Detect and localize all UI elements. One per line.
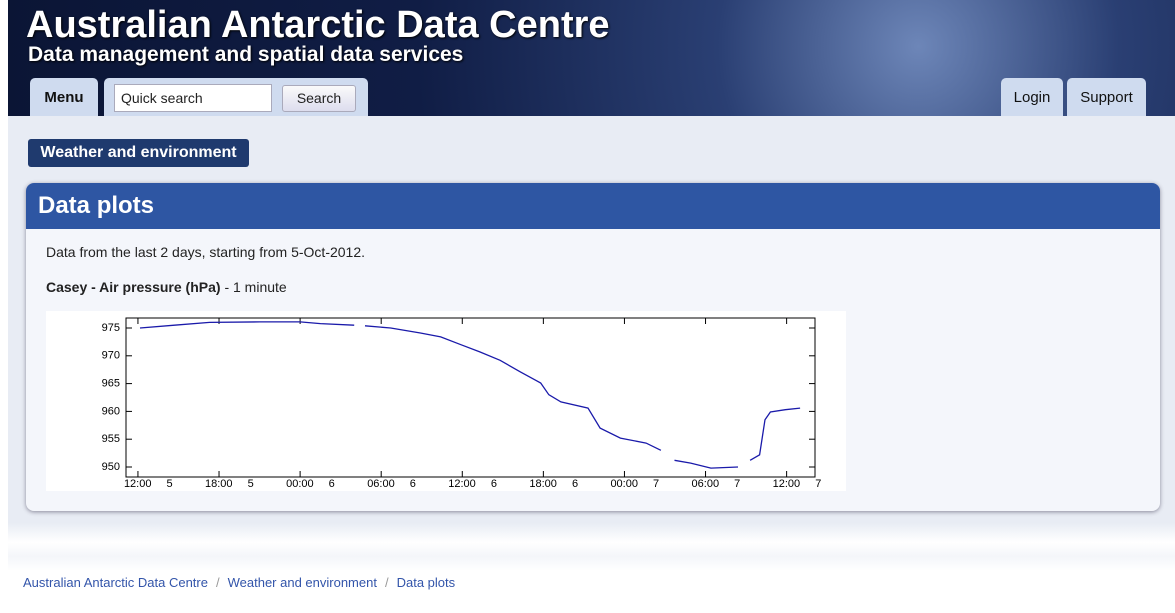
panel-title: Data plots — [26, 183, 1160, 229]
intro-text: Data from the last 2 days, starting from… — [46, 244, 366, 260]
chart-title: Casey - Air pressure (hPa) — [46, 279, 221, 295]
section-button[interactable]: Weather and environment — [28, 139, 249, 167]
chart-caption: Casey - Air pressure (hPa) - 1 minute — [46, 279, 287, 295]
login-tab[interactable]: Login — [1001, 78, 1063, 116]
x-tick-label: 06:00 6 — [367, 478, 416, 490]
x-tick-label: 18:00 5 — [205, 478, 254, 490]
x-tick-label: 18:00 6 — [529, 478, 578, 490]
search-input[interactable]: Quick search — [114, 84, 272, 112]
breadcrumb-link[interactable]: Australian Antarctic Data Centre — [23, 575, 208, 590]
chart: 950 955 960 965 970 975 12:00 5 18:00 5 00:00 6 0… — [46, 311, 846, 491]
menu-tab[interactable]: Menu — [30, 78, 98, 116]
y-tick-label: 955 — [102, 433, 120, 445]
x-tick-label: 00:00 7 — [610, 478, 659, 490]
separator: / — [384, 575, 389, 590]
y-tick-label: 960 — [102, 405, 120, 417]
x-tick-label: 12:00 7 — [773, 478, 822, 490]
x-tick-label: 12:00 6 — [448, 478, 497, 490]
x-tick-label: 12:00 5 — [124, 478, 173, 490]
data-line — [139, 321, 801, 469]
site-title: Australian Antarctic Data Centre — [26, 4, 610, 46]
breadcrumb-link[interactable]: Weather and environment — [227, 575, 377, 590]
site-subtitle: Data management and spatial data service… — [28, 43, 464, 66]
x-tick-label: 06:00 7 — [692, 478, 741, 490]
plot-frame — [125, 317, 816, 478]
y-tick-label: 965 — [102, 378, 120, 390]
breadcrumb: Australian Antarctic Data Centre / Weather… — [23, 575, 455, 590]
y-tick-label: 970 — [102, 350, 120, 362]
support-tab[interactable]: Support — [1067, 78, 1146, 116]
search-button[interactable]: Search — [282, 85, 356, 112]
y-tick-label: 975 — [102, 322, 120, 334]
x-tick-label: 00:00 6 — [286, 478, 335, 490]
y-tick-label: 950 — [102, 461, 120, 473]
snow-band — [8, 523, 1175, 571]
breadcrumb-link[interactable]: Data plots — [396, 575, 456, 590]
chart-subtitle: - 1 minute — [224, 279, 287, 295]
separator: / — [215, 575, 220, 590]
